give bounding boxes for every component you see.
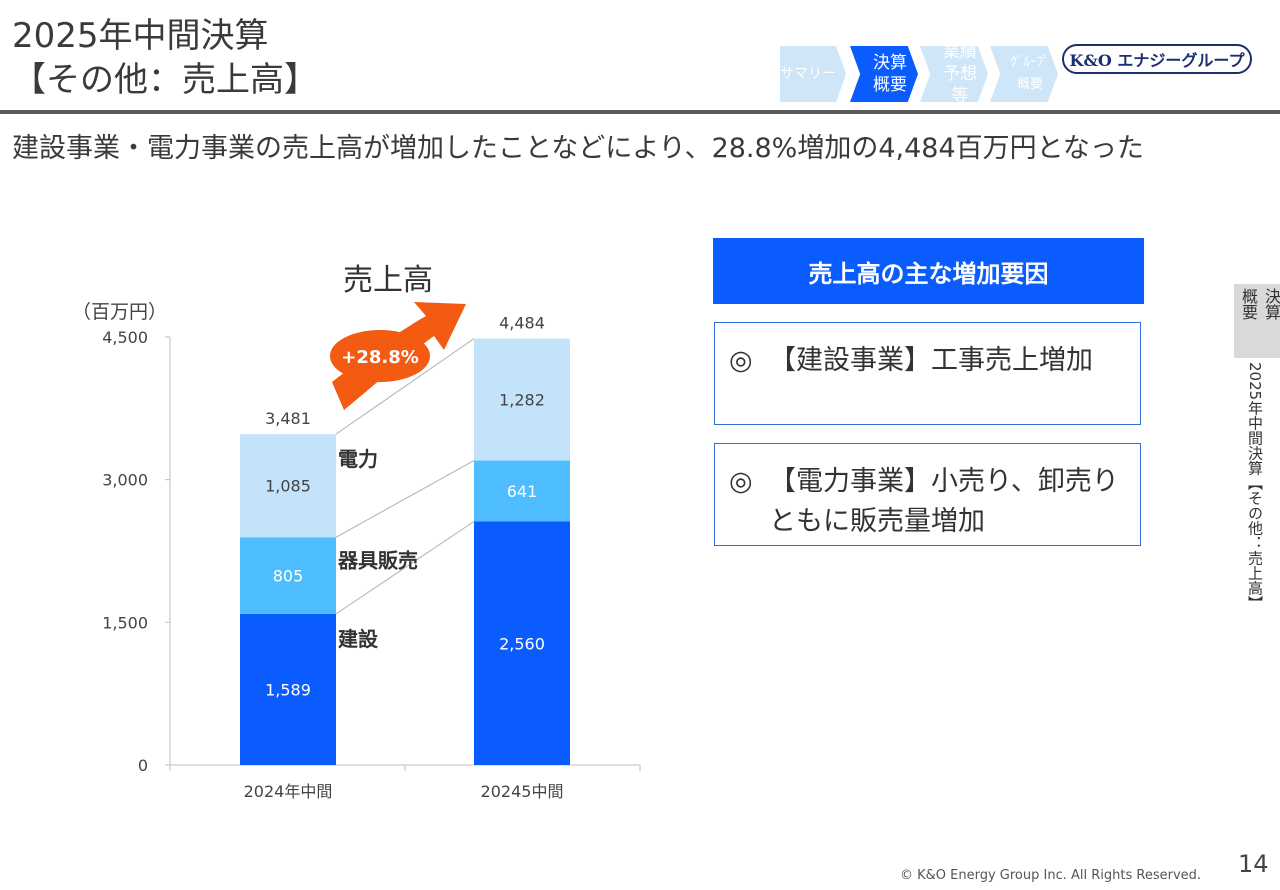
nav-tab-summary-label: サマリー <box>780 66 836 82</box>
chart-title: 売上高 <box>343 263 433 298</box>
nav-tab-results[interactable]: 決算 概要 <box>850 46 918 102</box>
page-title-line1: 2025年中間決算 <box>12 16 269 56</box>
x-tick-label: 20245中間 <box>481 782 564 801</box>
bar-value-label: 641 <box>507 482 538 501</box>
nav-tab-forecast-line1: 業績 <box>943 42 977 62</box>
series-label: 器具販売 <box>337 548 418 572</box>
reason-text: 【電力事業】小売り、卸売りともに販売量増加 <box>769 466 1119 537</box>
nav-tab-group-line2: 概要 <box>1016 77 1043 92</box>
bar-total-label: 4,484 <box>499 314 545 333</box>
nav-tab-results-line1: 決算 <box>873 53 907 73</box>
side-tab-label-a: 決算 <box>1262 288 1280 320</box>
headline-summary: 建設事業・電力事業の売上高が増加したことなどにより、28.8%増加の4,484百… <box>12 133 1144 164</box>
side-vertical-title: 2025年中間決算【その他：売上高】 <box>1246 362 1264 611</box>
bar-value-label: 2,560 <box>499 634 545 653</box>
nav-tab-group[interactable]: ｸﾞﾙｰﾌﾟ 概要 <box>990 46 1058 102</box>
bar-segment <box>474 521 570 765</box>
page-title-line2: 【その他：売上高】 <box>12 60 318 100</box>
chart-plot-area: 0 1,500 3,000 4,500 1,589 805 1,085 3,481 2024年中… <box>102 302 641 801</box>
y-tick-label: 3,000 <box>102 471 148 490</box>
nav-tab-summary[interactable]: サマリー <box>780 46 846 102</box>
connector-line <box>335 460 475 538</box>
connector-line <box>335 521 475 615</box>
nav-tab-forecast-line2: 予想等 <box>943 64 977 106</box>
reason-item-power: ◎ 【電力事業】小売り、卸売りともに販売量増加 <box>714 443 1141 546</box>
series-label: 建設 <box>338 627 379 651</box>
page-title: 2025年中間決算 【その他：売上高】 <box>12 14 318 102</box>
y-tick-label: 0 <box>138 756 148 775</box>
header-divider <box>0 110 1280 114</box>
company-logo: K&O エナジーグループ <box>1062 44 1252 74</box>
series-label: 電力 <box>338 447 378 471</box>
reason-text: 【建設事業】工事売上増加 <box>769 345 1093 376</box>
y-tick-label: 1,500 <box>102 613 148 632</box>
growth-badge <box>330 330 430 382</box>
reasons-header: 売上高の主な増加要因 <box>713 238 1144 304</box>
nav-tab-group-line1: ｸﾞﾙｰﾌﾟ <box>1010 55 1050 70</box>
nav-tab-results-line2: 概要 <box>873 75 907 95</box>
side-tab-label-b: 概要 <box>1239 288 1258 320</box>
bar-value-label: 1,282 <box>499 391 545 410</box>
bar-value-label: 805 <box>273 567 304 586</box>
bar-value-label: 1,085 <box>265 477 311 496</box>
reason-item-construction: ◎ 【建設事業】工事売上増加 <box>714 322 1141 425</box>
bullet-mark: ◎ <box>729 466 753 497</box>
nav-tab-group-label: ｸﾞﾙｰﾌﾟ 概要 <box>991 52 1058 96</box>
nav-tab-results-label: 決算 概要 <box>853 52 915 96</box>
y-tick-label: 4,500 <box>102 328 148 347</box>
bar-total-label: 3,481 <box>265 409 311 428</box>
bar-segment <box>240 434 336 538</box>
bar-segment <box>474 460 570 522</box>
x-tick-label: 2024年中間 <box>244 782 333 801</box>
page-number: 14 <box>1238 850 1269 878</box>
nav-tab-forecast[interactable]: 業績 予想等 <box>920 46 988 102</box>
sales-stacked-bar-chart: 売上高 （百万円） 0 1,500 3,000 4,500 1,589 805 1,085 3… <box>72 263 641 801</box>
chart-unit-label: （百万円） <box>72 301 167 323</box>
bar-value-label: 1,589 <box>265 680 311 699</box>
side-tab-section[interactable] <box>1234 284 1280 358</box>
nav-tab-forecast-label: 業績 予想等 <box>920 42 988 106</box>
bar-segment <box>474 338 570 461</box>
connector-line <box>335 338 475 435</box>
bar-segment <box>240 613 336 765</box>
bullet-mark: ◎ <box>729 345 753 376</box>
growth-label: +28.8% <box>341 347 419 368</box>
copyright: © K&O Energy Group Inc. All Rights Reser… <box>900 868 1202 883</box>
bar-segment <box>240 537 336 614</box>
